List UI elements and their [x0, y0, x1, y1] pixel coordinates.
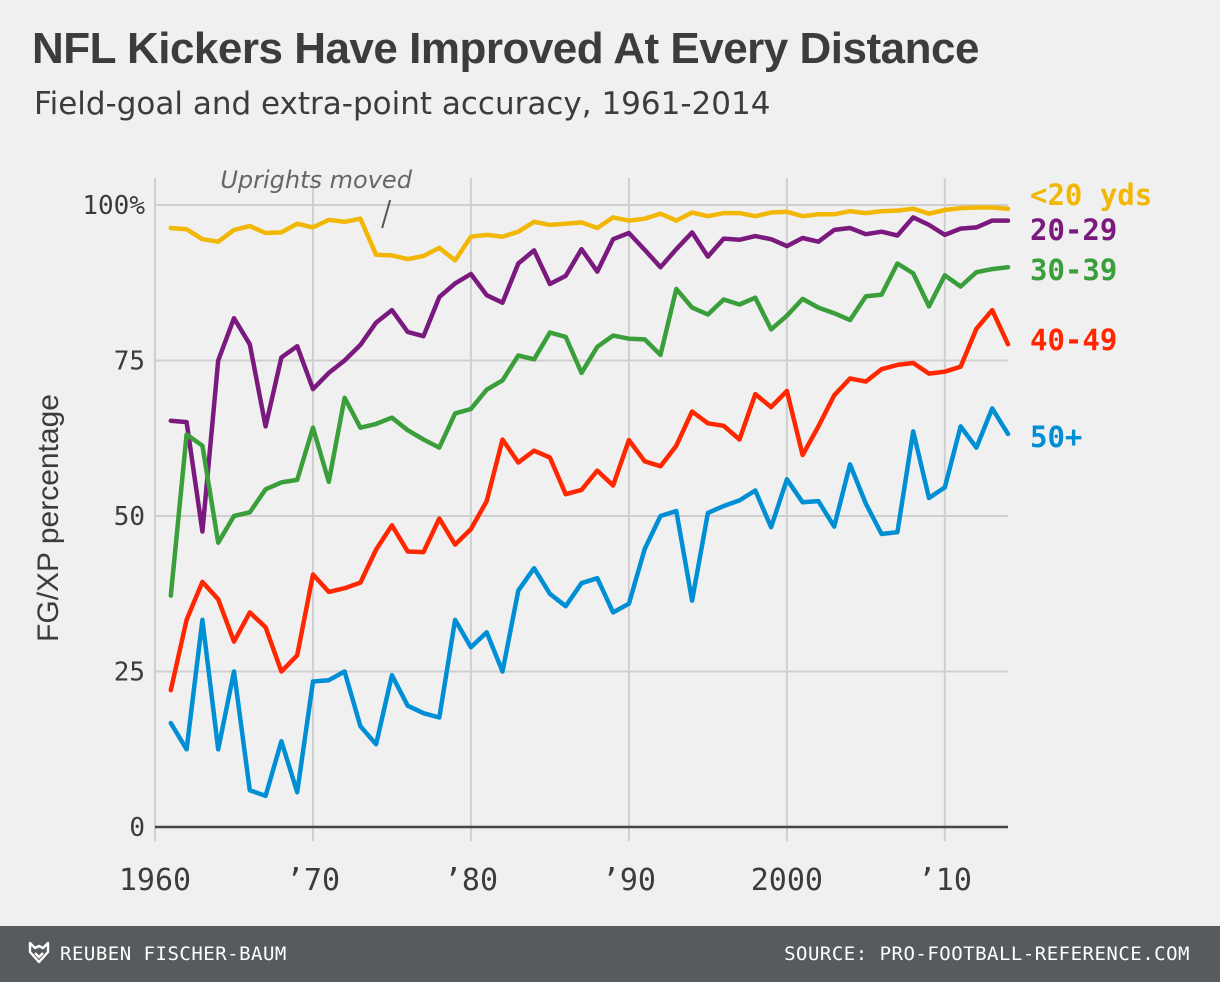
x-tick-label: ’90	[602, 863, 656, 898]
annotation-text: Uprights moved	[220, 166, 412, 194]
x-tick-label: ’70	[286, 863, 340, 898]
series-lines	[168, 205, 1011, 799]
line-chart: 0 25 50 75 100% 1960 ’70 ’80 ’90 2000 ’10 FG/XP p…	[32, 166, 1152, 898]
y-tick-label: 75	[114, 347, 145, 377]
series-label-3: 40-49	[1030, 323, 1117, 357]
x-tick-label: ’80	[444, 863, 498, 898]
y-axis-ticks: 0 25 50 75 100%	[82, 191, 145, 843]
y-tick-label: 50	[114, 502, 145, 532]
fivethirtyeight-fox-icon	[28, 940, 50, 969]
series-label-0: <20 yds	[1030, 178, 1152, 212]
y-axis-label: FG/XP percentage	[32, 394, 65, 642]
series-label-2: 30-39	[1030, 253, 1117, 287]
series-line-4	[168, 406, 1011, 799]
series-label-1: 20-29	[1030, 213, 1117, 247]
grid-lines	[154, 178, 1008, 841]
series-line-1	[168, 215, 1011, 534]
series-line-3	[168, 307, 1011, 693]
footer-bar: REUBEN FISCHER-BAUM SOURCE: PRO-FOOTBALL…	[0, 926, 1220, 982]
y-tick-label: 25	[114, 658, 145, 688]
source-credit: SOURCE: PRO-FOOTBALL-REFERENCE.COM	[784, 943, 1190, 965]
chart-subtitle: Field-goal and extra-point accuracy, 196…	[34, 86, 771, 122]
x-tick-label: 1960	[119, 863, 191, 898]
x-tick-label: 2000	[751, 863, 823, 898]
series-line-0	[168, 205, 1011, 263]
x-tick-label: ’10	[918, 863, 972, 898]
chart-title: NFL Kickers Have Improved At Every Dista…	[32, 24, 979, 73]
x-axis-ticks: 1960 ’70 ’80 ’90 2000 ’10	[119, 863, 972, 898]
annotation-uprights-moved: Uprights moved	[220, 166, 413, 229]
annotation-pointer	[381, 199, 392, 229]
y-tick-label: 100%	[82, 191, 145, 221]
y-tick-label: 0	[129, 813, 145, 843]
series-label-4: 50+	[1030, 420, 1082, 454]
author-credit: REUBEN FISCHER-BAUM	[60, 943, 287, 965]
series-line-2	[168, 261, 1011, 598]
